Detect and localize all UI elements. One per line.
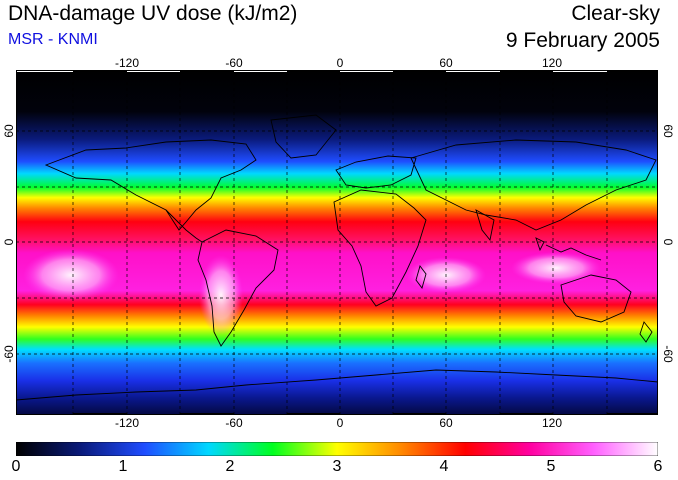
uv-field (16, 70, 658, 415)
colorbar-tick-label: 5 (546, 458, 556, 475)
colorbar-tick-label: 3 (332, 458, 342, 475)
lon-label-bottom: -60 (225, 416, 243, 430)
colorbar (16, 442, 658, 456)
lat-label-left: -60 (2, 345, 16, 363)
source-label: MSR - KNMI (8, 31, 98, 48)
lon-label-bottom: -120 (114, 416, 140, 430)
uv-dose-world-map (16, 70, 658, 415)
date-label: 9 February 2005 (505, 29, 660, 52)
lon-label-bottom: 120 (541, 416, 563, 430)
lon-label-top: 120 (541, 56, 563, 70)
lat-label-left: 0 (2, 238, 16, 246)
lon-label-bottom: 60 (439, 416, 453, 430)
lon-label-top: -60 (225, 56, 243, 70)
lat-label-right: -60 (661, 345, 675, 363)
lon-label-top: -120 (114, 56, 140, 70)
high-dose-patch (23, 249, 119, 301)
colorbar-gradient (16, 442, 658, 456)
high-dose-patch (199, 255, 243, 335)
colorbar-tick-label: 1 (118, 458, 128, 475)
lon-label-bottom: 0 (336, 416, 344, 430)
lon-label-top: 60 (439, 56, 453, 70)
colorbar-tick-label: 2 (225, 458, 235, 475)
map-title: DNA-damage UV dose (kJ/m2) (8, 2, 298, 25)
lon-label-top: 0 (336, 56, 344, 70)
high-dose-patch (511, 252, 601, 284)
colorbar-tick-label: 6 (653, 458, 663, 475)
map-frame (16, 70, 658, 415)
coastlines (16, 114, 658, 401)
sky-condition-label: Clear-sky (571, 2, 660, 25)
lat-label-left: 60 (2, 124, 16, 138)
colorbar-tick-label: 0 (11, 458, 21, 475)
colorbar-tick-label: 4 (439, 458, 449, 475)
graticule (16, 70, 658, 415)
lat-label-right: 60 (661, 124, 675, 138)
lat-label-right: 0 (661, 238, 675, 246)
